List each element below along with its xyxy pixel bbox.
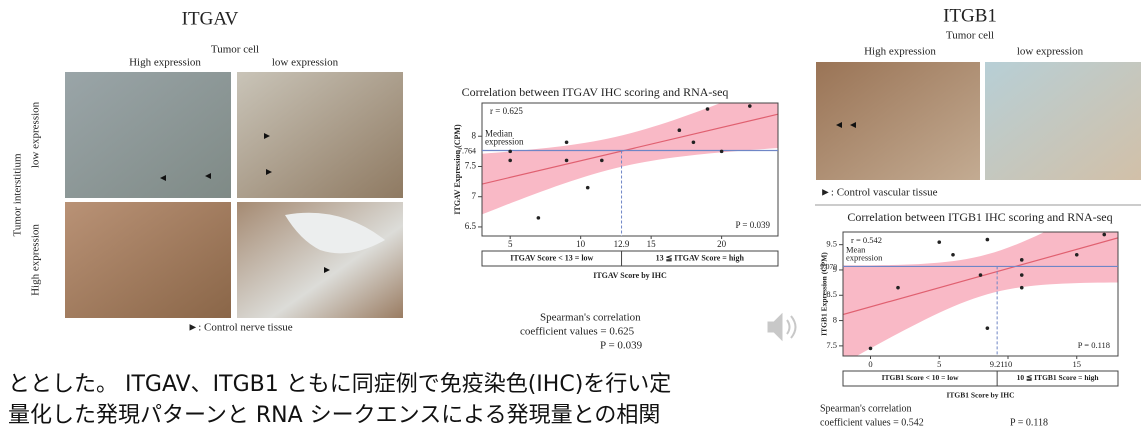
point: [896, 286, 900, 290]
point: [1020, 258, 1024, 262]
tissue-image: [816, 62, 980, 180]
y-tick-label: 7: [472, 191, 477, 201]
column-label: low expression: [272, 57, 339, 69]
body-text: ととした。 ITGAV、ITGB1 ともに同症例で免疫染色(IHC)を行い定: [8, 372, 671, 397]
point: [951, 253, 955, 257]
column-label: High expression: [864, 46, 936, 58]
point: [508, 150, 512, 154]
tissue-image: [65, 72, 231, 198]
group-label: 10 ≦ ITGB1 Score = high: [1017, 373, 1100, 382]
x-tick-label: 10: [576, 239, 586, 249]
y-tick-label: 7.5: [826, 340, 837, 350]
x-tick-label: 15: [1073, 359, 1082, 369]
column-label: High expression: [129, 57, 201, 69]
stats-p: P = 0.118: [1010, 417, 1048, 428]
x-tick-label: 0: [868, 359, 872, 369]
point: [565, 159, 569, 163]
tissue-image: [237, 72, 403, 198]
stats-heading: Spearman's correlation: [820, 403, 912, 414]
speaker-icon[interactable]: [768, 314, 796, 340]
stats-p: P = 0.039: [600, 340, 643, 352]
point: [508, 159, 512, 163]
point: [720, 150, 724, 154]
chart-title: Correlation between ITGB1 IHC scoring an…: [847, 210, 1112, 224]
r-annotation: r = 0.542: [851, 235, 882, 245]
y-tick-label: 6.5: [465, 221, 477, 231]
point: [979, 273, 983, 277]
x-tick-label: 20: [717, 239, 727, 249]
panel-title: ITGB1: [943, 5, 997, 26]
column-label: low expression: [1017, 46, 1084, 58]
reference-label: expression: [485, 137, 524, 147]
y-tick-label: 9.5: [826, 239, 837, 249]
point: [869, 347, 873, 351]
row-label: High expression: [30, 224, 42, 296]
point: [986, 238, 990, 242]
confidence-band: [482, 80, 778, 214]
point: [600, 159, 604, 163]
x-axis-label: ITGB1 Score by IHC: [947, 391, 1015, 400]
group-label: ITGAV Score < 13 = low: [510, 253, 593, 262]
body-text: 量化した発現パターンと RNA シークエンスによる発現量との相関: [8, 403, 660, 428]
point: [1020, 273, 1024, 277]
caption: ►: Control nerve tissue: [187, 322, 292, 334]
point: [937, 240, 941, 244]
chart-title: Correlation between ITGAV IHC scoring an…: [462, 85, 729, 99]
x-tick-label: 10: [1004, 359, 1013, 369]
point: [537, 216, 541, 220]
y-tick-label: 7.5: [465, 161, 477, 171]
x-tick-label: 15: [647, 239, 657, 249]
group-label: ITGB1 Score < 10 = low: [882, 373, 960, 382]
point: [565, 140, 569, 144]
stats-coefficient: coefficient values = 0.625: [520, 326, 635, 338]
column-header: Tumor cell: [946, 30, 994, 42]
slide: ITGAV Tumor cell High expression low exp…: [0, 0, 1141, 431]
stats-coefficient: coefficient values = 0.542: [820, 417, 924, 428]
x-tick-label: 5: [508, 239, 513, 249]
tissue-image: [65, 202, 231, 318]
reference-label: expression: [846, 252, 883, 262]
point: [706, 107, 710, 111]
point: [986, 326, 990, 330]
p-annotation: P = 0.118: [1078, 340, 1110, 350]
panel-title: ITGAV: [182, 8, 239, 29]
column-header: Tumor cell: [211, 44, 259, 56]
reference-tick-label: 12.9: [614, 239, 630, 249]
point: [1075, 253, 1079, 257]
caption: ►: Control vascular tissue: [820, 187, 938, 199]
stats-heading: Spearman's correlation: [540, 312, 641, 324]
x-axis-label: ITGAV Score by IHC: [593, 271, 667, 280]
row-label: low expression: [30, 101, 42, 168]
y-tick-label: 8: [472, 130, 477, 140]
point: [1020, 286, 1024, 290]
row-header: Tumor interstitium: [12, 153, 24, 236]
y-tick-label: 8: [833, 315, 837, 325]
point: [748, 104, 752, 108]
tissue-image: [985, 62, 1141, 180]
page: ITGAV Tumor cell High expression low exp…: [0, 0, 1141, 431]
x-tick-label: 5: [937, 359, 941, 369]
point: [1102, 233, 1106, 237]
y-axis-label: ITGB1 Expression (CPM): [820, 252, 829, 336]
point: [692, 140, 696, 144]
point: [586, 186, 590, 190]
reference-tick-label: 9.21: [990, 359, 1005, 369]
p-annotation: P = 0.039: [736, 220, 771, 230]
r-annotation: r = 0.625: [490, 106, 523, 116]
y-axis-label: ITGAV Expression (CPM): [453, 124, 462, 215]
group-label: 13 ≦ ITGAV Score = high: [656, 253, 745, 262]
point: [678, 128, 682, 132]
